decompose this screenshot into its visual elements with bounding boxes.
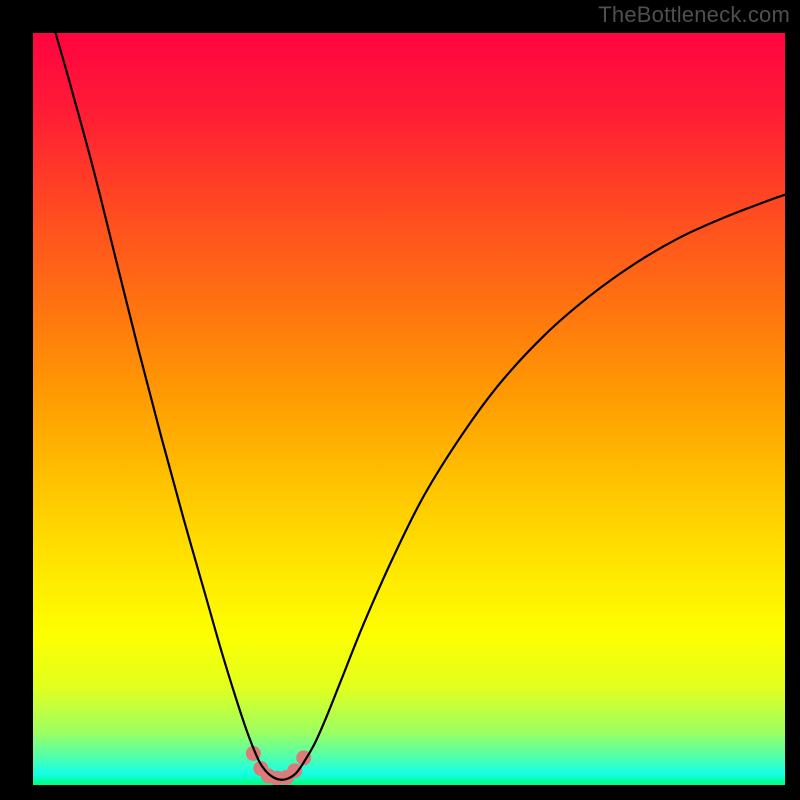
plot-area	[33, 33, 785, 785]
watermark-text: TheBottleneck.com	[598, 2, 790, 28]
valley-dot	[287, 763, 302, 778]
chart-frame: TheBottleneck.com	[0, 0, 800, 800]
gradient-background	[33, 33, 785, 785]
